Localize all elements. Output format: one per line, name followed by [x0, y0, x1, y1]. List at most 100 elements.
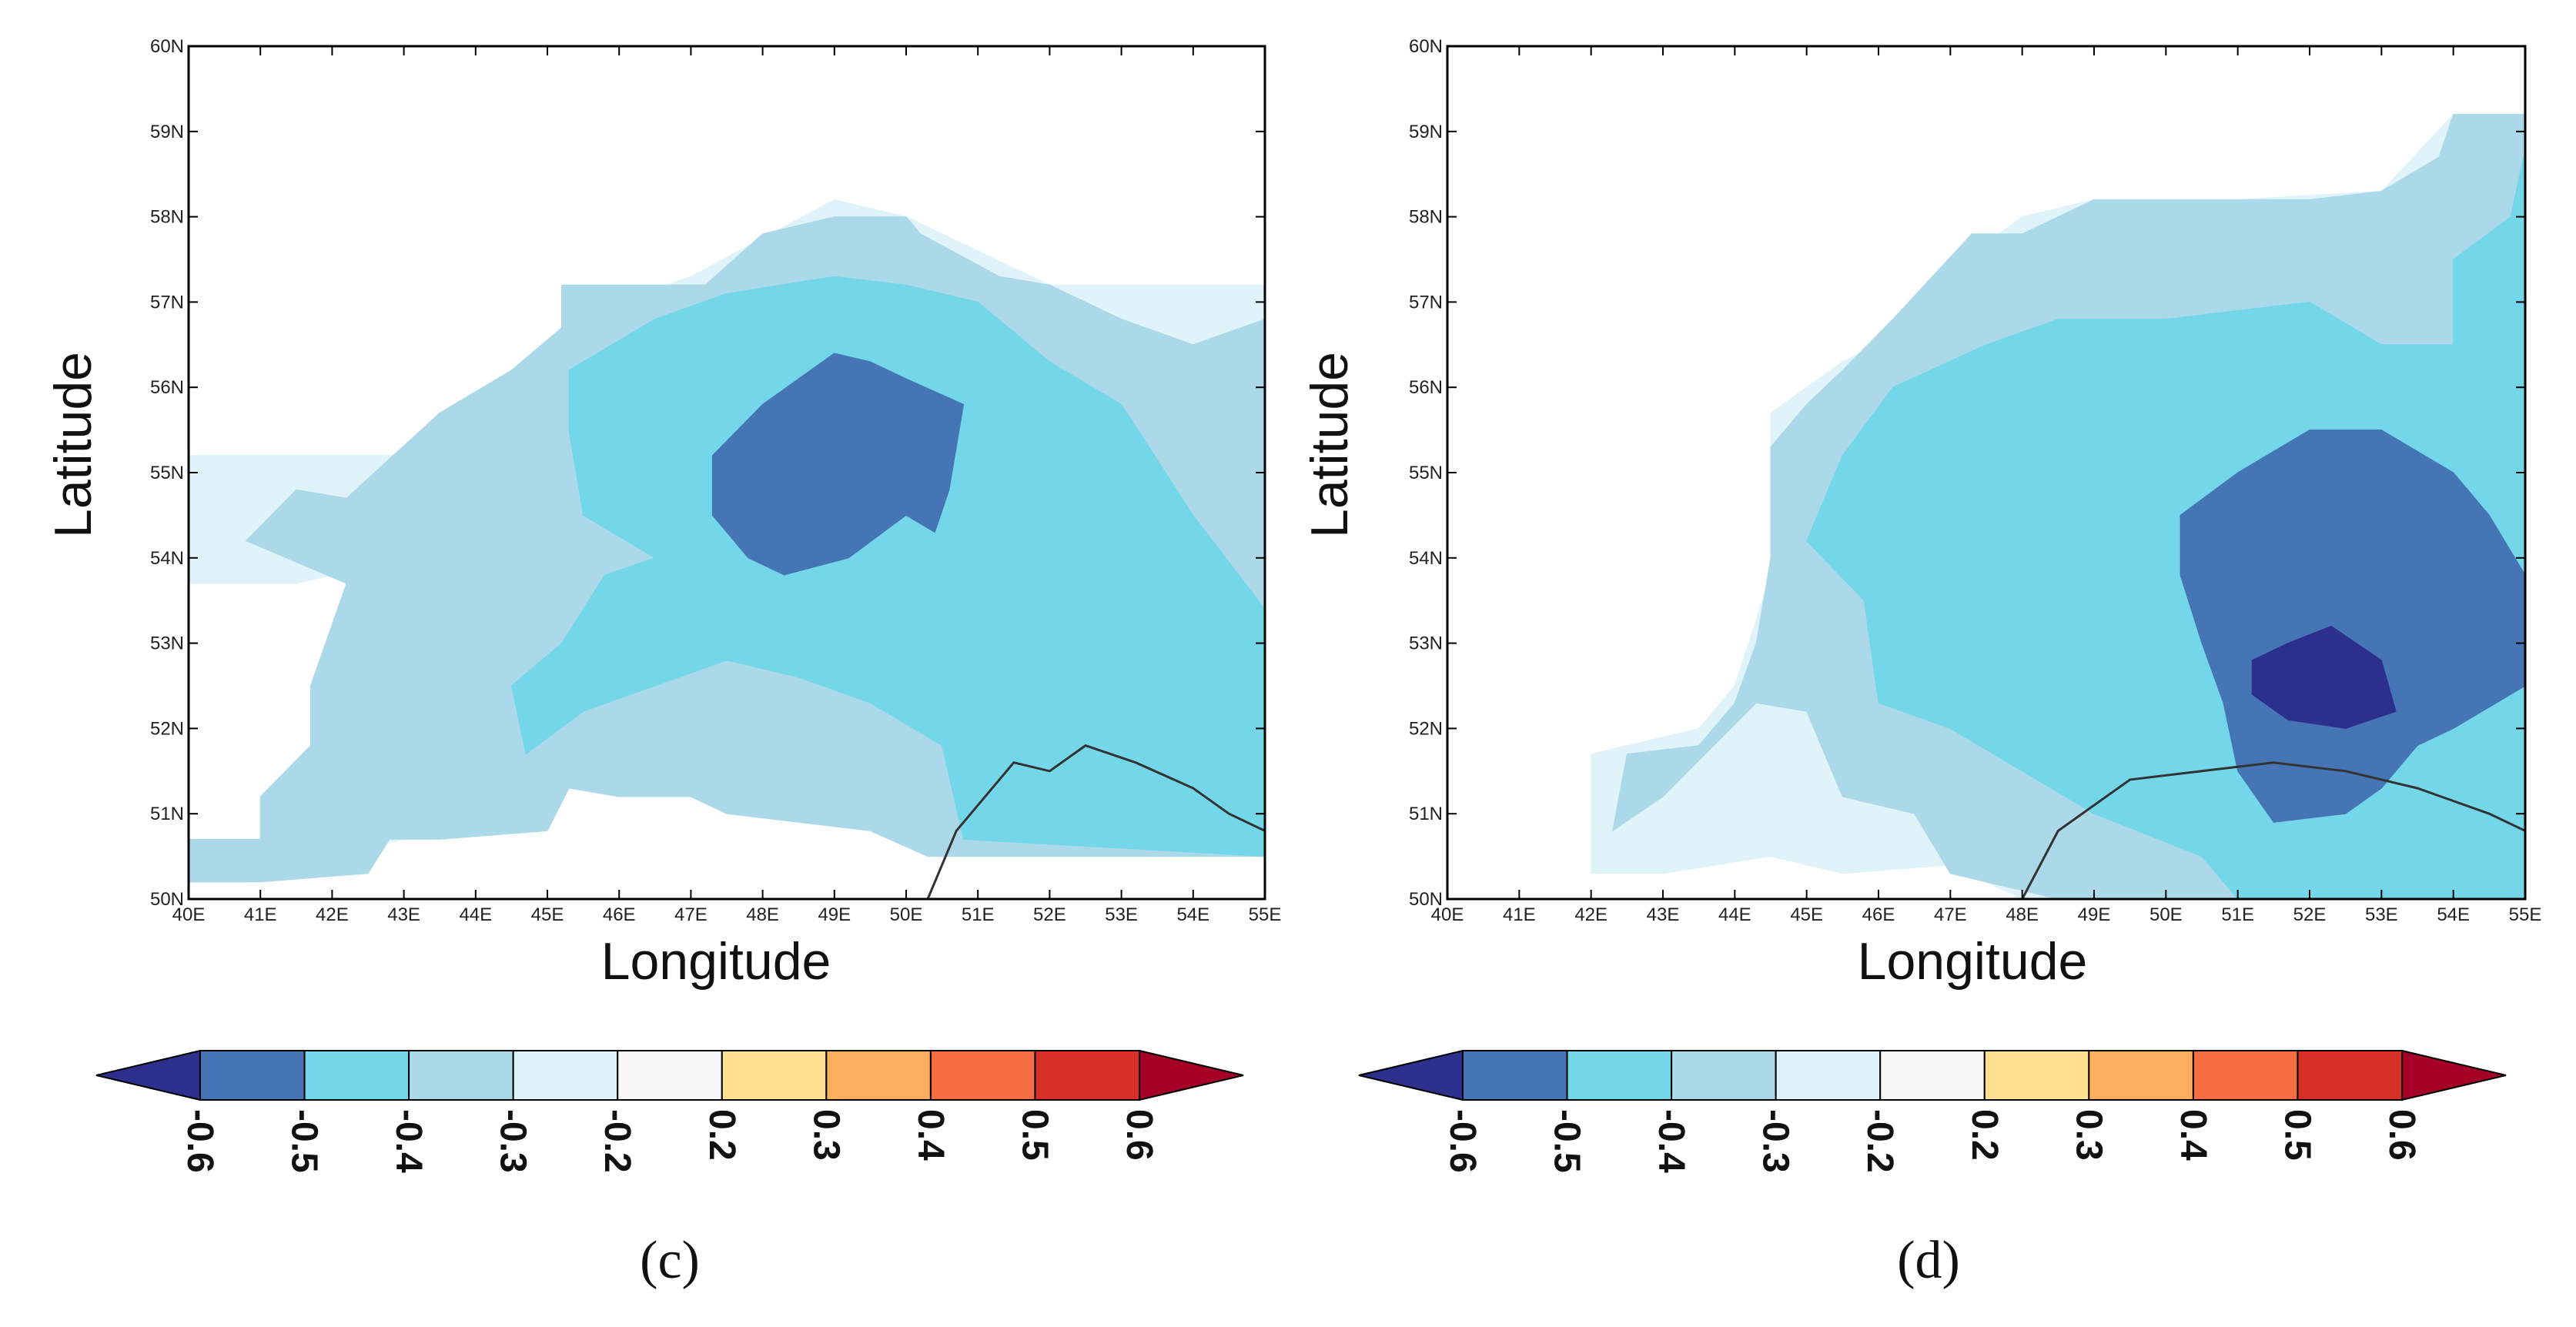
- colorbar-tick-label: -0.2: [597, 1109, 637, 1173]
- colorbar-tick-label: -0.2: [1859, 1109, 1900, 1173]
- colorbar-swatch: [303, 1050, 410, 1101]
- x-tick-label: 46E: [1862, 904, 1895, 925]
- y-tick-label: 58N: [1409, 207, 1443, 228]
- x-tick-label: 44E: [459, 904, 492, 925]
- colorbar-tick-label: -0.6: [179, 1109, 220, 1173]
- colorbar-tick-label: 0.5: [1014, 1109, 1055, 1161]
- colorbar: -0.6 -0.5 -0.4 -0.3 -0.2 0.2 0.3 0.4 0.5 0.6: [95, 1049, 1244, 1173]
- country-border-line: [2021, 761, 2525, 899]
- x-axis-title: Longitude: [1858, 932, 2088, 991]
- colorbar-swatch: [1034, 1050, 1141, 1101]
- y-tick-label: 60N: [150, 36, 184, 57]
- x-tick-label: 49E: [2078, 904, 2111, 925]
- contour-region: [711, 353, 965, 576]
- x-tick-label: 51E: [2221, 904, 2254, 925]
- y-tick-label: 56N: [1409, 377, 1443, 398]
- panel-label: (c): [640, 1231, 700, 1290]
- y-tick-label: 56N: [150, 377, 184, 398]
- colorbar: -0.6 -0.5 -0.4 -0.3 -0.2 0.2 0.3 0.4 0.5 0.6: [1358, 1049, 2507, 1173]
- y-tick-label: 59N: [150, 122, 184, 142]
- colorbar-swatch: [1671, 1050, 1777, 1101]
- map-plot-area: [187, 45, 1266, 901]
- colorbar-extend-low: [95, 1049, 201, 1101]
- panel-c: Latitude Longitude (c) 40E 41E 42E 43E 44E 45…: [44, 36, 1281, 1290]
- colorbar-swatch: [929, 1050, 1036, 1101]
- colorbar-swatch: [2192, 1050, 2299, 1101]
- y-tick-label: 55N: [150, 463, 184, 483]
- y-tick-label: 51N: [1409, 804, 1443, 824]
- colorbar-swatch: [512, 1050, 619, 1101]
- x-tick-label: 46E: [603, 904, 636, 925]
- x-tick-label: 52E: [1033, 904, 1066, 925]
- x-tick-label: 54E: [2437, 904, 2470, 925]
- y-tick-label: 54N: [150, 548, 184, 569]
- contour-region: [2251, 625, 2397, 729]
- x-tick-label: 50E: [890, 904, 923, 925]
- y-tick-label: 60N: [1409, 36, 1443, 57]
- colorbar-swatch: [1775, 1050, 1882, 1101]
- x-tick-label: 43E: [1647, 904, 1680, 925]
- colorbar-tick-label: -0.5: [284, 1109, 325, 1173]
- x-tick-label: 54E: [1176, 904, 1209, 925]
- colorbar-swatch: [2088, 1050, 2194, 1101]
- colorbar-tick-label: -0.5: [1547, 1109, 1587, 1173]
- colorbar-tick-label: 0.2: [701, 1109, 742, 1161]
- x-tick-label: 45E: [531, 904, 564, 925]
- x-tick-label: 50E: [2149, 904, 2183, 925]
- y-tick-label: 50N: [150, 889, 184, 910]
- map-plot-area: [1446, 45, 2527, 901]
- x-tick-label: 51E: [962, 904, 995, 925]
- y-tick-label: 59N: [1409, 122, 1443, 142]
- x-tick-label: 43E: [387, 904, 420, 925]
- x-tick-label: 42E: [316, 904, 349, 925]
- contour-region: [510, 276, 1265, 857]
- x-tick-label: 42E: [1574, 904, 1607, 925]
- colorbar-swatch: [825, 1050, 932, 1101]
- colorbar-tick-label: -0.4: [388, 1109, 429, 1173]
- colorbar-tick-label: 0.2: [1964, 1109, 2005, 1161]
- x-tick-label: 40E: [172, 904, 206, 925]
- colorbar-swatch: [199, 1050, 306, 1101]
- country-border-line: [926, 744, 1265, 899]
- y-tick-label: 52N: [1409, 718, 1443, 739]
- x-tick-label: 47E: [1934, 904, 1967, 925]
- x-axis-title: Longitude: [601, 932, 831, 991]
- x-tick-label: 53E: [1105, 904, 1138, 925]
- colorbar-extend-low: [1358, 1049, 1464, 1101]
- colorbar-tick-label: -0.4: [1651, 1109, 1691, 1173]
- y-tick-label: 58N: [150, 207, 184, 228]
- colorbar-tick-label: -0.3: [1755, 1109, 1796, 1173]
- y-tick-label: 53N: [1409, 633, 1443, 654]
- x-tick-label: 48E: [746, 904, 779, 925]
- y-axis-title: Latitude: [44, 352, 102, 538]
- colorbar-tick-label: 0.4: [2173, 1109, 2213, 1161]
- colorbar-swatch: [408, 1050, 514, 1101]
- colorbar-swatch: [1462, 1050, 1568, 1101]
- panel-label: (d): [1897, 1231, 1960, 1290]
- x-tick-label: 55E: [1249, 904, 1282, 925]
- colorbar-tick-label: 0.5: [2277, 1109, 2317, 1161]
- x-tick-label: 48E: [2006, 904, 2039, 925]
- x-tick-label: 53E: [2365, 904, 2398, 925]
- y-axis-title: Latitude: [1300, 352, 1359, 538]
- y-tick-label: 51N: [150, 804, 184, 824]
- colorbar-tick-label: 0.3: [2068, 1109, 2109, 1161]
- colorbar-tick-label: -0.3: [493, 1109, 534, 1173]
- colorbar-swatch: [1566, 1050, 1673, 1101]
- colorbar-tick-label: -0.6: [1442, 1109, 1483, 1173]
- y-tick-label: 55N: [1409, 463, 1443, 483]
- map-ticks: 40E 41E 42E 43E 44E 45E 46E 47E 48E 49E 50E 51E 52E 5…: [1409, 36, 2541, 925]
- panel-d: Latitude Longitude (d) 40E 41E 42E 43E 44E 45…: [1300, 36, 2541, 1290]
- colorbar-tick-label: 0.4: [910, 1109, 951, 1161]
- y-tick-label: 53N: [150, 633, 184, 654]
- colorbar-swatch: [2297, 1050, 2403, 1101]
- x-tick-label: 41E: [1503, 904, 1536, 925]
- y-tick-label: 54N: [1409, 548, 1443, 569]
- y-tick-label: 57N: [150, 292, 184, 313]
- colorbar-swatch: [1983, 1050, 2090, 1101]
- x-tick-label: 40E: [1431, 904, 1464, 925]
- x-tick-label: 41E: [244, 904, 277, 925]
- contour-region: [2180, 430, 2525, 823]
- colorbar-swatch: [617, 1050, 723, 1101]
